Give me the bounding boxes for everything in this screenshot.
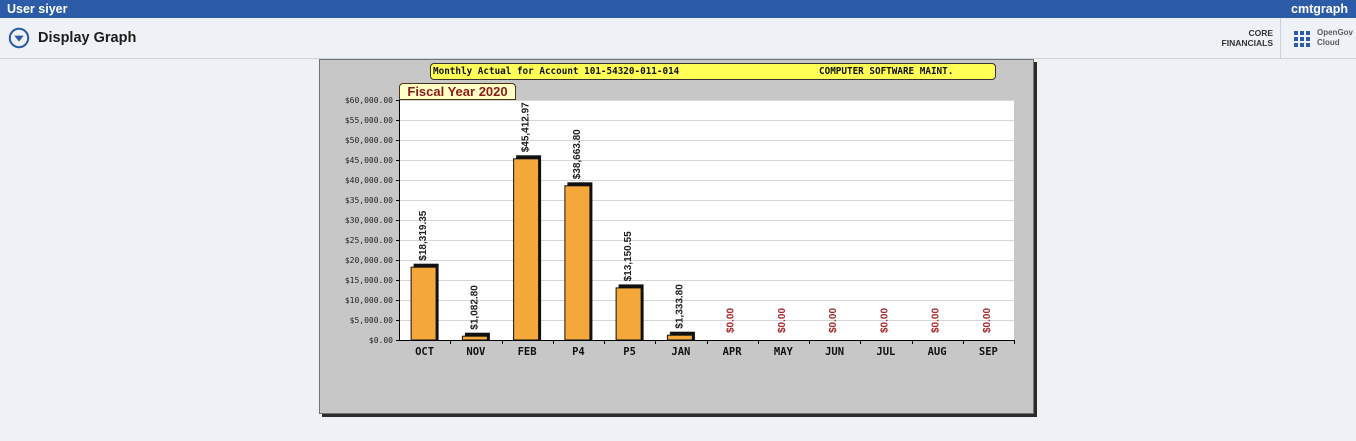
value-label-p5: $13,150.55 [623, 231, 634, 281]
y-tick-label: $5,000.00 [350, 316, 394, 325]
bar-nov [461, 335, 488, 341]
page-title: Display Graph [38, 30, 137, 46]
value-label-sep: $0.00 [982, 308, 993, 333]
y-tick-label: $35,000.00 [345, 196, 393, 205]
program-code: cmtgraph [1291, 2, 1348, 16]
y-tick-label: $30,000.00 [345, 216, 393, 225]
bar-chart: $0.00 $5,000.00 $10,000.00 $15,000.00 $20,00… [345, 96, 1015, 358]
app-grid-icon[interactable] [1294, 31, 1310, 47]
x-tick-label-oct: OCT [415, 346, 434, 358]
value-label-feb: $45,412.97 [521, 102, 532, 152]
circle-chevron-down-icon-graphic[interactable] [8, 27, 30, 49]
value-label-p4: $38,663.80 [572, 129, 583, 179]
series-label-box: Fiscal Year 2020 [399, 83, 516, 100]
graph-panel: $0.00 $5,000.00 $10,000.00 $15,000.00 $20,00… [319, 59, 1034, 414]
x-tick-label-aug: AUG [928, 346, 947, 358]
value-label-aug: $0.00 [931, 308, 942, 333]
value-label-oct: $18,319.35 [418, 210, 429, 260]
bar-oct [410, 266, 437, 341]
series-label: Fiscal Year 2020 [407, 84, 508, 99]
app-grid-icon-graphic[interactable] [1294, 31, 1310, 47]
value-label-jul: $0.00 [879, 308, 890, 333]
top-bar: User siyer cmtgraph [0, 0, 1356, 18]
brand-line2[interactable]: Cloud [1317, 38, 1340, 47]
value-label-jan: $1,333.80 [674, 284, 685, 329]
value-label-apr: $0.00 [726, 308, 737, 333]
bar-jan [666, 334, 693, 341]
product-name-line1: CORE [1248, 28, 1273, 38]
y-tick-label: $15,000.00 [345, 276, 393, 285]
brand-line1[interactable]: OpenGov [1317, 28, 1354, 37]
chart-title-box: Monthly Actual for Account 101-54320-011… [430, 63, 996, 80]
value-label-nov: $1,082.80 [469, 285, 480, 330]
page-header: Display Graph CORE FINANCIALS OpenGov Cl… [0, 18, 1356, 59]
value-label-may: $0.00 [777, 308, 788, 333]
header-divider [1280, 18, 1281, 58]
bar-p4 [564, 185, 591, 341]
product-name-line2: FINANCIALS [1221, 38, 1273, 48]
x-tick-label-sep: SEP [979, 346, 998, 358]
bar-feb [513, 158, 540, 341]
y-tick-label: $60,000.00 [345, 96, 393, 105]
value-label-jun: $0.00 [828, 308, 839, 333]
circle-chevron-down-icon[interactable] [8, 27, 30, 49]
chart-title: Monthly Actual for Account 101-54320-011… [433, 66, 680, 77]
y-tick-label: $20,000.00 [345, 256, 393, 265]
product-logo: CORE FINANCIALS [1222, 28, 1273, 48]
bar-p5 [615, 287, 642, 341]
x-tick-label-may: MAY [774, 346, 794, 358]
x-tick-label-nov: NOV [466, 346, 486, 358]
y-tick-label: $55,000.00 [345, 116, 393, 125]
app-launcher-button[interactable]: OpenGov Cloud [1294, 18, 1354, 58]
y-tick-label: $40,000.00 [345, 176, 393, 185]
x-tick-label-apr: APR [723, 346, 743, 358]
x-tick-label-feb: FEB [518, 346, 537, 358]
x-tick-label-p4: P4 [572, 346, 585, 358]
y-tick-label: $25,000.00 [345, 236, 393, 245]
y-tick-label: $0.00 [369, 336, 393, 345]
y-tick-label: $10,000.00 [345, 296, 393, 305]
account-description: COMPUTER SOFTWARE MAINT. [819, 66, 954, 77]
y-tick-label: $50,000.00 [345, 136, 393, 145]
x-tick-label-p5: P5 [623, 346, 636, 358]
x-tick-label-jun: JUN [825, 346, 844, 358]
brand-label[interactable]: OpenGov Cloud [1317, 28, 1353, 48]
x-tick-label-jul: JUL [876, 346, 895, 358]
x-tick-label-jan: JAN [671, 346, 690, 358]
y-tick-label: $45,000.00 [345, 156, 393, 165]
user-label: User siyer [7, 2, 68, 16]
